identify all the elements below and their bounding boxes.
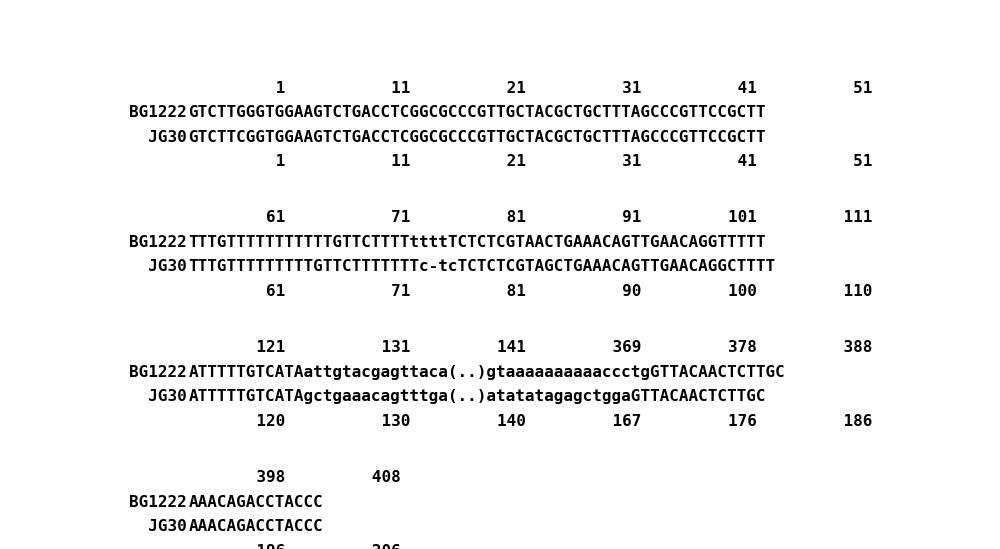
Text: JG30: JG30 xyxy=(129,519,187,534)
Text: 1           11          21          31          41          51: 1 11 21 31 41 51 xyxy=(189,154,872,169)
Text: TTTGTTTTTTTTTTTGTTCTTTTttttTCTCTCGTAACTGAAACAGTTGAACAGGTTTTT: TTTGTTTTTTTTTTTGTTCTTTTttttTCTCTCGTAACTG… xyxy=(189,235,766,250)
Text: GTCTTGGGTGGAAGTCTGACCTCGGCGCCCGTTGCTACGCTGCTTTAGCCCGTTCCGCTT: GTCTTGGGTGGAAGTCTGACCTCGGCGCCCGTTGCTACGC… xyxy=(189,105,766,120)
Text: JG30: JG30 xyxy=(129,389,187,404)
Text: 61           71          81          91         101         111: 61 71 81 91 101 111 xyxy=(189,210,872,226)
Text: 196         206: 196 206 xyxy=(189,544,400,549)
Text: TTTGTTTTTTTTTGTTCTTTTTTTc-tcTCTCTCGTAGCTGAAACAGTTGAACAGGCTTTT: TTTGTTTTTTTTTGTTCTTTTTTTc-tcTCTCTCGTAGCT… xyxy=(189,260,776,274)
Text: 61           71          81          90         100         110: 61 71 81 90 100 110 xyxy=(189,284,872,299)
Text: BG1222: BG1222 xyxy=(129,365,187,380)
Text: BG1222: BG1222 xyxy=(129,105,187,120)
Text: 121          131         141         369         378         388: 121 131 141 369 378 388 xyxy=(189,340,872,355)
Text: AAACAGACCTACCC: AAACAGACCTACCC xyxy=(189,495,323,509)
Text: ATTTTTGTCATAattgtacgagttaca(..)gtaaaaaaaaaaccctgGTTACAACTCTTGC: ATTTTTGTCATAattgtacgagttaca(..)gtaaaaaaa… xyxy=(189,365,785,380)
Text: 120          130         140         167         176         186: 120 130 140 167 176 186 xyxy=(189,414,872,429)
Text: JG30: JG30 xyxy=(129,130,187,145)
Text: GTCTTCGGTGGAAGTCTGACCTCGGCGCCCGTTGCTACGCTGCTTTAGCCCGTTCCGCTT: GTCTTCGGTGGAAGTCTGACCTCGGCGCCCGTTGCTACGC… xyxy=(189,130,766,145)
Text: 1           11          21          31          41          51: 1 11 21 31 41 51 xyxy=(189,81,872,96)
Text: 398         408: 398 408 xyxy=(189,470,400,485)
Text: BG1222: BG1222 xyxy=(129,495,187,509)
Text: JG30: JG30 xyxy=(129,260,187,274)
Text: ATTTTTGTCATAgctgaaacagtttga(..)atatatagagctggaGTTACAACTCTTGC: ATTTTTGTCATAgctgaaacagtttga(..)atatataga… xyxy=(189,389,766,404)
Text: AAACAGACCTACCC: AAACAGACCTACCC xyxy=(189,519,323,534)
Text: BG1222: BG1222 xyxy=(129,235,187,250)
